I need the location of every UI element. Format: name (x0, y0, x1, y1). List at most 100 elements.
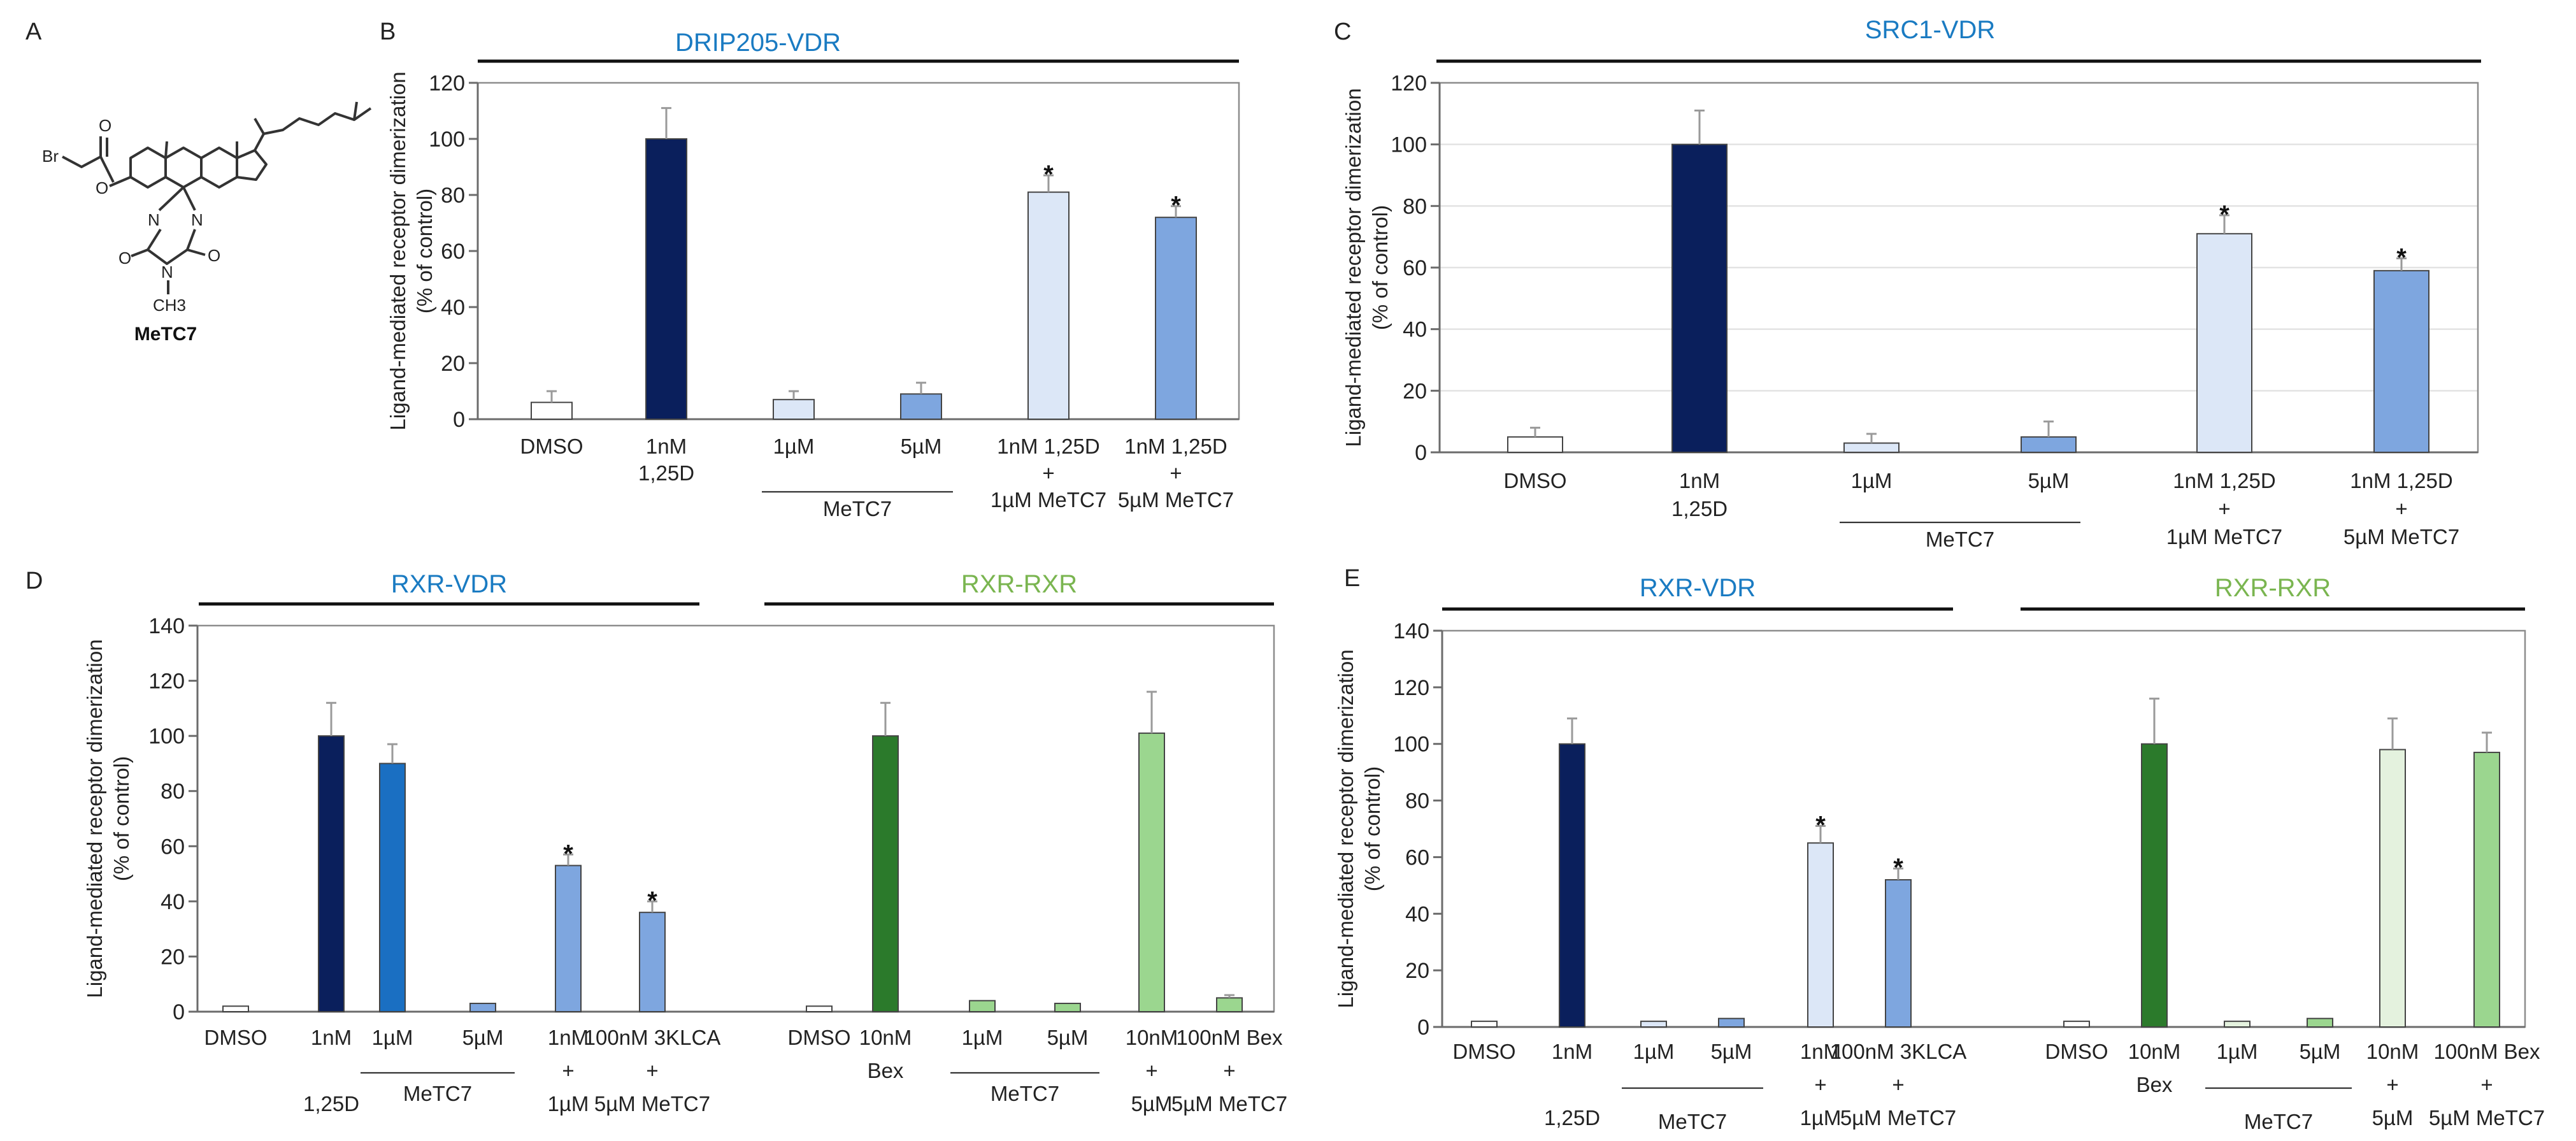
x-tick-label: + (1170, 461, 1182, 485)
bar (2224, 1021, 2250, 1028)
x-tick-label: 1µM MeTC7 (991, 488, 1106, 512)
error-bar (326, 701, 336, 736)
x-tick-label: DMSO (2045, 1040, 2108, 1063)
x-tick-label: 5µM (462, 1026, 504, 1049)
error-bar (387, 743, 397, 764)
y-tick-label: 0 (1417, 1015, 1429, 1040)
bar (2473, 752, 2500, 1028)
x-tick-label: + (1814, 1073, 1826, 1096)
top-title: RXR-VDR (1640, 574, 1756, 602)
panel-a-letter: A (25, 18, 42, 45)
atom-n1: N (148, 210, 160, 229)
x-tick-label: 5µM (2300, 1040, 2341, 1063)
top-title: RXR-RXR (961, 570, 1077, 598)
x-tick-label: 10nM (1126, 1026, 1178, 1049)
y-tick-label: 140 (148, 614, 185, 638)
error-bar (1815, 825, 1826, 843)
x-tick-label: 1nM (1552, 1040, 1592, 1063)
y-tick-label: 60 (1403, 256, 1427, 280)
x-tick-label: 1,25D (638, 461, 694, 485)
x-tick-label: 1nM (548, 1026, 589, 1049)
y-tick-label: 120 (148, 670, 185, 694)
x-tick-label: 1µM (548, 1092, 589, 1116)
plot-frame (1441, 629, 2526, 1028)
x-tick-label: 100nM 3KLCA (584, 1026, 721, 1049)
x-tick-label: 10nM (2128, 1040, 2181, 1063)
y-tick-label: 20 (1403, 379, 1427, 403)
y-tick-label: 60 (161, 835, 185, 859)
x-tick-label: 100nM Bex (2434, 1040, 2540, 1063)
significance-star: * (647, 887, 657, 915)
panel-e-chart: E 0 20 40 60 80 100 120 140 Ligand-mediated recep… (1334, 565, 2545, 1133)
bar (2373, 269, 2429, 453)
bar (1843, 442, 1900, 453)
bar (872, 735, 899, 1012)
top-title: SRC1-VDR (1865, 16, 1995, 44)
error-bar (563, 853, 573, 866)
y-tick-label: 140 (1393, 619, 1429, 643)
y-tick-label: 60 (441, 240, 465, 264)
panel-d-letter: D (25, 568, 43, 594)
x-tick-label: 1nM 1,25D (1124, 434, 1227, 458)
x-tick-label: + (2480, 1073, 2493, 1096)
y-tick-label: 0 (453, 408, 465, 432)
bar (645, 138, 687, 420)
significance-star: * (2396, 244, 2407, 272)
x-tick-label: 100nM 3KLCA (1830, 1040, 1967, 1063)
bar (806, 1005, 833, 1013)
bar (969, 1000, 996, 1012)
x-tick-label: 5µM (1131, 1092, 1173, 1116)
error-bar (1893, 867, 1903, 880)
error-bar (661, 107, 671, 139)
x-tick-label: 1nM (1800, 1040, 1841, 1063)
bar (1718, 1017, 1745, 1028)
group-label: MeTC7 (1658, 1110, 1727, 1133)
top-title: RXR-RXR (2215, 574, 2331, 602)
significance-star: * (563, 840, 573, 868)
significance-star: * (1171, 192, 1181, 220)
y-tick-label: 120 (1391, 71, 1427, 96)
x-tick-label: 100nM Bex (1177, 1026, 1283, 1049)
error-bar (2387, 717, 2398, 750)
panel-d-chart: D 0 20 40 60 80 100 120 140 Ligand-mediated recep… (25, 568, 1287, 1116)
error-bar (2482, 731, 2492, 753)
x-tick-label: 1µM (962, 1026, 1003, 1049)
error-bar (547, 390, 557, 403)
x-tick-label: 1,25D (303, 1092, 359, 1116)
x-tick-label: 1µM (773, 434, 815, 458)
bar (555, 865, 582, 1012)
bar (222, 1005, 249, 1013)
significance-star: * (2219, 201, 2229, 229)
error-bar (1224, 994, 1234, 998)
panel-e-letter: E (1344, 565, 1360, 592)
error-bar (2149, 698, 2159, 744)
atom-n2: N (191, 210, 203, 229)
bar (1671, 143, 1728, 454)
panel-b-chart: B 0 20 40 60 80 100 120 Ligand-mediated receptor… (380, 18, 1240, 520)
y-axis-label: Ligand-mediated receptor dimerization (386, 71, 410, 430)
bar (2063, 1021, 2090, 1028)
panel-c-letter: C (1334, 18, 1351, 45)
top-title: RXR-VDR (391, 570, 507, 598)
chart-layer: B 0 20 40 60 80 100 120 Ligand-mediated receptor… (25, 16, 2545, 1133)
x-tick-label: DMSO (520, 434, 583, 458)
x-tick-label: DMSO (204, 1026, 268, 1049)
atom-o-ester: O (96, 178, 108, 197)
y-tick-label: 20 (441, 352, 465, 376)
bar (1640, 1021, 1667, 1028)
x-tick-label: 1,25D (1671, 497, 1728, 520)
group-label: MeTC7 (403, 1082, 472, 1105)
error-bar (880, 701, 891, 736)
y-tick-label: 120 (1393, 676, 1429, 700)
y-tick-label: 40 (1405, 902, 1429, 926)
x-tick-label: 5µM (2028, 469, 2070, 492)
x-tick-label: 1nM 1,25D (2173, 469, 2275, 492)
y-axis-label: (% of control) (1368, 205, 1392, 330)
bar (2021, 436, 2077, 453)
atom-o-right: O (208, 246, 220, 265)
error-bar (1567, 717, 1577, 744)
y-tick-label: 20 (161, 945, 185, 969)
x-tick-label: + (1042, 461, 1054, 485)
error-bar (1694, 110, 1705, 145)
